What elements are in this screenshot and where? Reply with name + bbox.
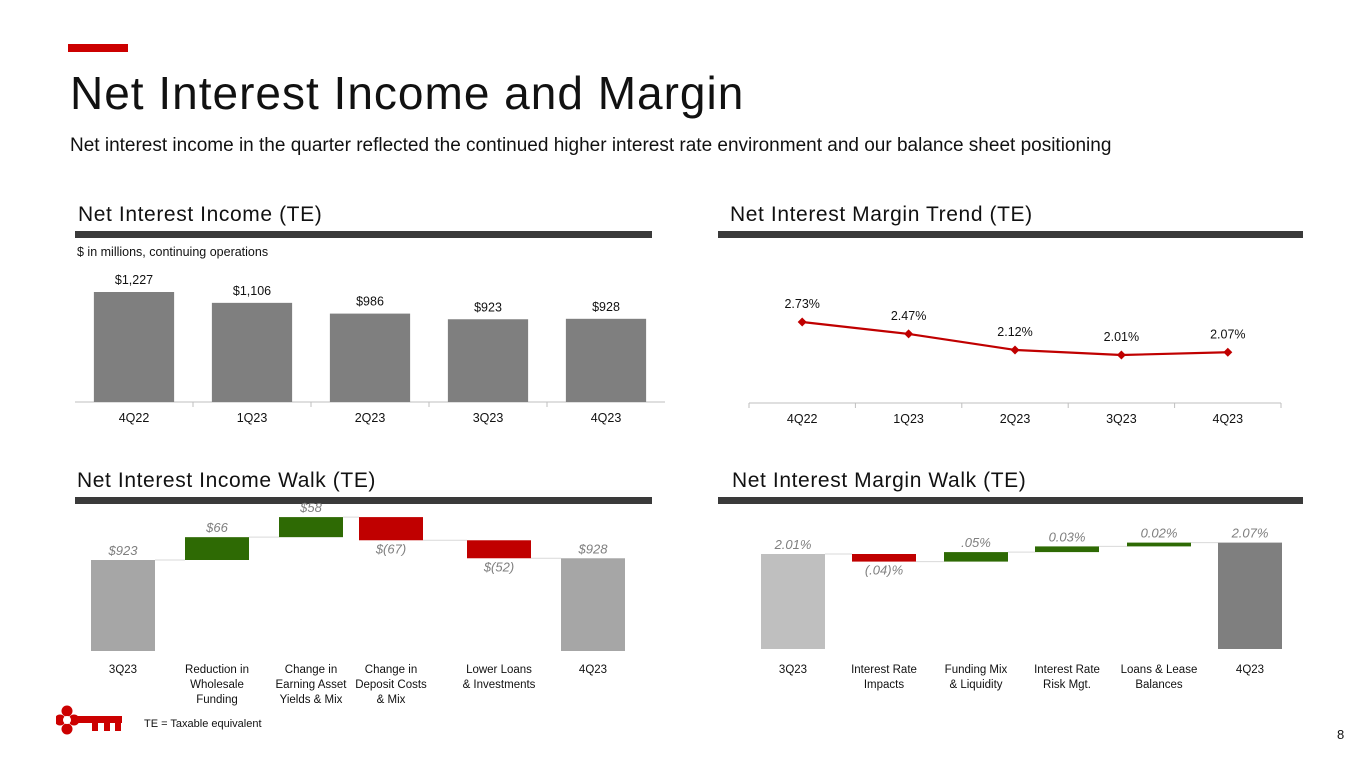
nim-tick-label: 4Q23 [1213,412,1244,426]
nii-tick-label: 2Q23 [355,411,386,425]
nim-section-rule [718,231,1303,238]
nim-data-label: 2.01% [1104,330,1139,344]
nim_walk-bar-2 [944,552,1008,562]
nii-data-label: $923 [474,300,502,314]
nim-section-title: Net Interest Margin Trend (TE) [730,203,1033,226]
nim_walk-bar-4 [1127,542,1191,547]
nii_walk-bar-2 [279,517,343,538]
nim-line-chart: 2.73% 4Q22 2.47% 1Q23 2.12% 2Q23 2.01% 3Q23 2.07… [748,297,1282,426]
nii_walk-bar-4 [467,540,531,559]
page-subtitle: Net interest income in the quarter refle… [70,135,1112,156]
nii_walk-data-label: $66 [205,520,228,535]
nii_walk-bar-0 [91,560,155,651]
nii_walk-category-label: & Investments [463,679,536,691]
nii-bar-4Q22 [93,292,175,402]
nii-bar-chart: $1,227 4Q22 $1,106 1Q23 $986 2Q23 $923 3Q23 $928… [75,273,665,425]
nim_walk-category-label: Risk Mgt. [1043,679,1091,691]
nim-walk-chart: 2.01% 3Q23 (.04)% Interest Rate Impacts .05% F… [761,526,1282,691]
footnote: TE = Taxable equivalent [144,718,262,730]
nii-bar-1Q23 [211,302,293,402]
nim_walk-category-label: Loans & Lease [1121,664,1198,676]
nii-bar-3Q23 [447,319,529,402]
nim-point-4Q22 [797,317,807,327]
nii_walk-category-label: Wholesale [190,679,244,691]
nim_walk-category-label: Interest Rate [851,664,917,676]
nii_walk-category-label: 4Q23 [579,664,607,676]
nii-section-title: Net Interest Income (TE) [78,203,323,226]
nim_walk-category-label: Funding Mix [945,664,1008,676]
nii_walk-category-label: Yields & Mix [280,694,343,706]
nim-walk-section-rule [718,497,1303,504]
page-number: 8 [1337,727,1345,742]
nii_walk-category-label: Earning Asset [276,679,348,691]
nim-tick-label: 1Q23 [893,412,924,426]
nii-tick-label: 1Q23 [237,411,268,425]
nii_walk-bar-1 [185,537,249,560]
nii_walk-category-label: Reduction in [185,664,249,676]
nii-walk-chart: $923 3Q23 $66 Reduction in Wholesale Funding $… [91,500,625,706]
nim-data-label: 2.47% [891,309,926,323]
nii-tick-label: 4Q22 [119,411,150,425]
nii-walk-section-rule [75,497,652,504]
nii_walk-data-label: $923 [108,543,139,558]
nim_walk-category-label: 3Q23 [779,664,807,676]
nim-point-2Q23 [1010,345,1020,355]
nii_walk-category-label: & Mix [377,694,406,706]
nii-data-label: $928 [592,300,620,314]
nii-data-label: $1,227 [115,273,153,287]
nim-tick-label: 2Q23 [1000,412,1031,426]
nim-tick-label: 3Q23 [1106,412,1137,426]
nim_walk-category-label: & Liquidity [949,679,1002,691]
nim-tick-label: 4Q22 [787,412,818,426]
nim_walk-category-label: Impacts [864,679,905,691]
units-note: $ in millions, continuing operations [77,245,269,259]
nim-walk-section-title: Net Interest Margin Walk (TE) [732,469,1027,492]
nii-data-label: $1,106 [233,284,271,298]
nim-point-3Q23 [1116,350,1126,360]
key-logo-shape [56,705,122,735]
nii_walk-bar-3 [359,517,423,541]
nii_walk-bar-5 [561,558,625,651]
nii-walk-section-title: Net Interest Income Walk (TE) [77,469,377,492]
nii-section-rule [75,231,652,238]
nii_walk-data-label: $(67) [375,541,406,556]
nii-bar-2Q23 [329,313,411,402]
nim-data-label: 2.12% [997,325,1032,339]
nim_walk-bar-0 [761,554,825,649]
nii_walk-category-label: Lower Loans [466,664,532,676]
nim-point-1Q23 [904,329,914,339]
nim_walk-bar-5 [1218,542,1282,649]
nii_walk-data-label: $928 [578,541,609,556]
nim_walk-category-label: Interest Rate [1034,664,1100,676]
nim_walk-data-label: 0.03% [1049,529,1086,544]
nim_walk-category-label: 4Q23 [1236,664,1264,676]
nim_walk-data-label: 2.01% [774,537,812,552]
nim-data-label: 2.73% [784,297,819,311]
nim-data-label: 2.07% [1210,327,1245,341]
key-logo-icon [56,705,122,735]
nii_walk-category-label: Funding [196,694,238,706]
nim_walk-data-label: 2.07% [1231,526,1269,541]
nii-bar-4Q23 [565,318,647,402]
nii_walk-category-label: Deposit Costs [355,679,427,691]
nii_walk-category-label: Change in [365,664,417,676]
nim-point-4Q23 [1223,347,1233,357]
nii-data-label: $986 [356,295,384,309]
nii_walk-data-label: $(52) [483,559,514,574]
nim_walk-bar-1 [852,554,916,562]
nim_walk-category-label: Balances [1135,679,1183,691]
nim_walk-data-label: 0.02% [1141,526,1178,541]
accent-bar [68,44,128,52]
nii_walk-category-label: 3Q23 [109,664,137,676]
nii_walk-category-label: Change in [285,664,337,676]
nii-tick-label: 3Q23 [473,411,504,425]
nim_walk-data-label: (.04)% [865,563,903,578]
nim_walk-bar-3 [1035,546,1099,553]
page-title: Net Interest Income and Margin [70,67,745,119]
nim_walk-data-label: .05% [961,535,991,550]
nii_walk-data-label: $58 [299,500,322,515]
nii-tick-label: 4Q23 [591,411,622,425]
